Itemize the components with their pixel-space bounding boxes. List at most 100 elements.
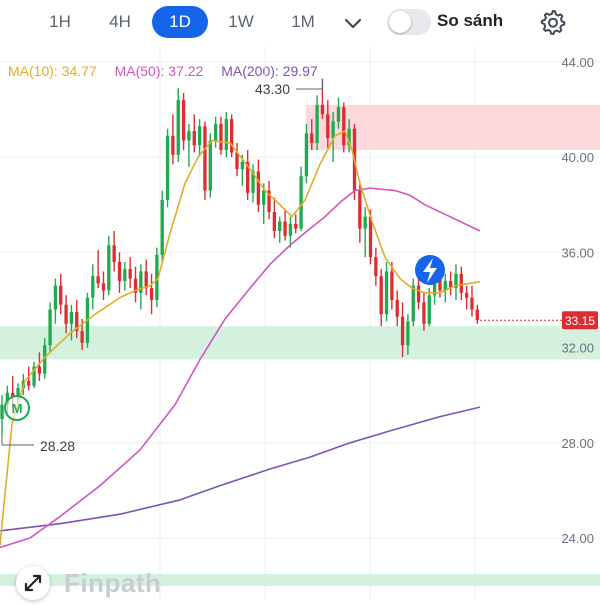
candle-body [438, 276, 442, 291]
last-price-tag [562, 311, 598, 330]
candle-body [187, 131, 191, 141]
candle-body [400, 316, 405, 346]
candle-body [395, 300, 399, 317]
candle-body [133, 278, 138, 293]
candle-body [411, 285, 415, 322]
candle-body [219, 123, 223, 151]
candle-body [229, 119, 234, 153]
candle-body [475, 309, 479, 321]
toolbar: 1H 4H 1D 1W 1M So sánh [0, 0, 600, 46]
candle-body [75, 311, 79, 331]
candle-body [112, 245, 116, 262]
candle-body [283, 221, 287, 236]
ma50-line [0, 187, 481, 549]
candle-body [246, 161, 250, 193]
candle-body [171, 135, 175, 155]
candle-body [96, 276, 100, 284]
y-axis-tick-label: 44.00 [561, 55, 594, 70]
candle-body [0, 404, 4, 419]
candle-body [368, 216, 373, 258]
candle-body [240, 161, 244, 170]
candle-body [416, 285, 421, 303]
compare-label: So sánh [437, 11, 504, 30]
candle-body [256, 171, 261, 205]
candle-body [208, 140, 212, 191]
y-axis-tick-label: 28.00 [561, 436, 594, 451]
candle-body [336, 107, 341, 122]
ma200-legend: MA(200): 29.97 [221, 63, 318, 79]
candle-body [358, 190, 362, 229]
candle-body [278, 221, 282, 231]
event-marker-m: M [12, 401, 23, 416]
candle-body [235, 152, 239, 170]
candle-body [160, 200, 164, 255]
candle-body [192, 131, 196, 146]
last-price-label: 33.15 [565, 314, 595, 328]
candle-body [165, 135, 170, 201]
candle-body [315, 104, 319, 143]
candle-body [470, 297, 474, 310]
candle-body [91, 276, 95, 298]
candle-body [181, 100, 186, 141]
candle-body [432, 276, 437, 296]
ma10-line [0, 130, 481, 546]
finpath-watermark: Finpath [64, 568, 162, 598]
ma-legend: MA(10): 34.77 MA(50): 37.22 MA(200): 29.… [8, 63, 332, 79]
expand-icon [24, 574, 42, 592]
candle-body [213, 123, 218, 141]
y-axis-tick-label: 40.00 [561, 150, 594, 165]
y-axis-tick-label: 36.00 [561, 245, 594, 260]
timeframe-1m-button[interactable]: 1M [291, 12, 315, 31]
candle-body [326, 114, 330, 139]
candle-body [320, 104, 325, 115]
toggle-knob [389, 11, 411, 33]
candle-body [288, 223, 293, 236]
candle-body [123, 269, 127, 281]
compare-toggle[interactable] [387, 9, 431, 35]
gear-icon[interactable] [539, 8, 567, 36]
candle-body [155, 254, 159, 300]
candle-body [16, 388, 20, 398]
candle-body [224, 119, 228, 151]
chevron-down-icon[interactable] [342, 12, 364, 34]
lightning-icon [423, 258, 437, 283]
ma10-legend: MA(10): 34.77 [8, 63, 97, 79]
candle-body [107, 245, 111, 291]
price-chart[interactable]: 44.00 40.00 36.00 32.00 28.00 24.00 33.15 43.30… [0, 46, 600, 600]
candle-body [459, 273, 463, 293]
support-zone-lower [0, 574, 600, 586]
candle-body [11, 392, 15, 398]
candle-body [379, 276, 383, 315]
candle-body [331, 121, 335, 139]
candle-body [272, 211, 277, 231]
high-price-label: 43.30 [255, 81, 290, 97]
candle-body [251, 171, 255, 193]
timeframe-1w-button[interactable]: 1W [228, 12, 254, 31]
candle-body [101, 283, 106, 291]
event-marker-circle [4, 395, 30, 421]
candle-body [128, 269, 132, 279]
expand-button[interactable] [16, 566, 50, 600]
candle-body [69, 311, 74, 324]
candle-body [374, 257, 378, 277]
candle-body [149, 288, 154, 300]
y-axis-tick-label: 24.00 [561, 531, 594, 546]
candle-body [197, 126, 202, 146]
timeframe-1h-button[interactable]: 1H [49, 12, 71, 31]
candle-body [48, 309, 52, 346]
candle-body [427, 295, 431, 324]
candle-body [117, 261, 122, 281]
candle-body [406, 321, 410, 346]
candle-body [384, 271, 389, 315]
candle-body [294, 223, 298, 229]
timeframe-4h-button[interactable]: 4H [109, 12, 131, 31]
candle-body [310, 133, 314, 143]
timeframe-1d-button[interactable]: 1D [152, 6, 208, 38]
candle-body [454, 273, 458, 289]
candle-body [262, 190, 266, 205]
support-zone [0, 326, 600, 360]
candle-body [267, 190, 271, 212]
candle-body [64, 304, 68, 324]
candle-body [464, 292, 469, 298]
candle-body [390, 271, 394, 300]
